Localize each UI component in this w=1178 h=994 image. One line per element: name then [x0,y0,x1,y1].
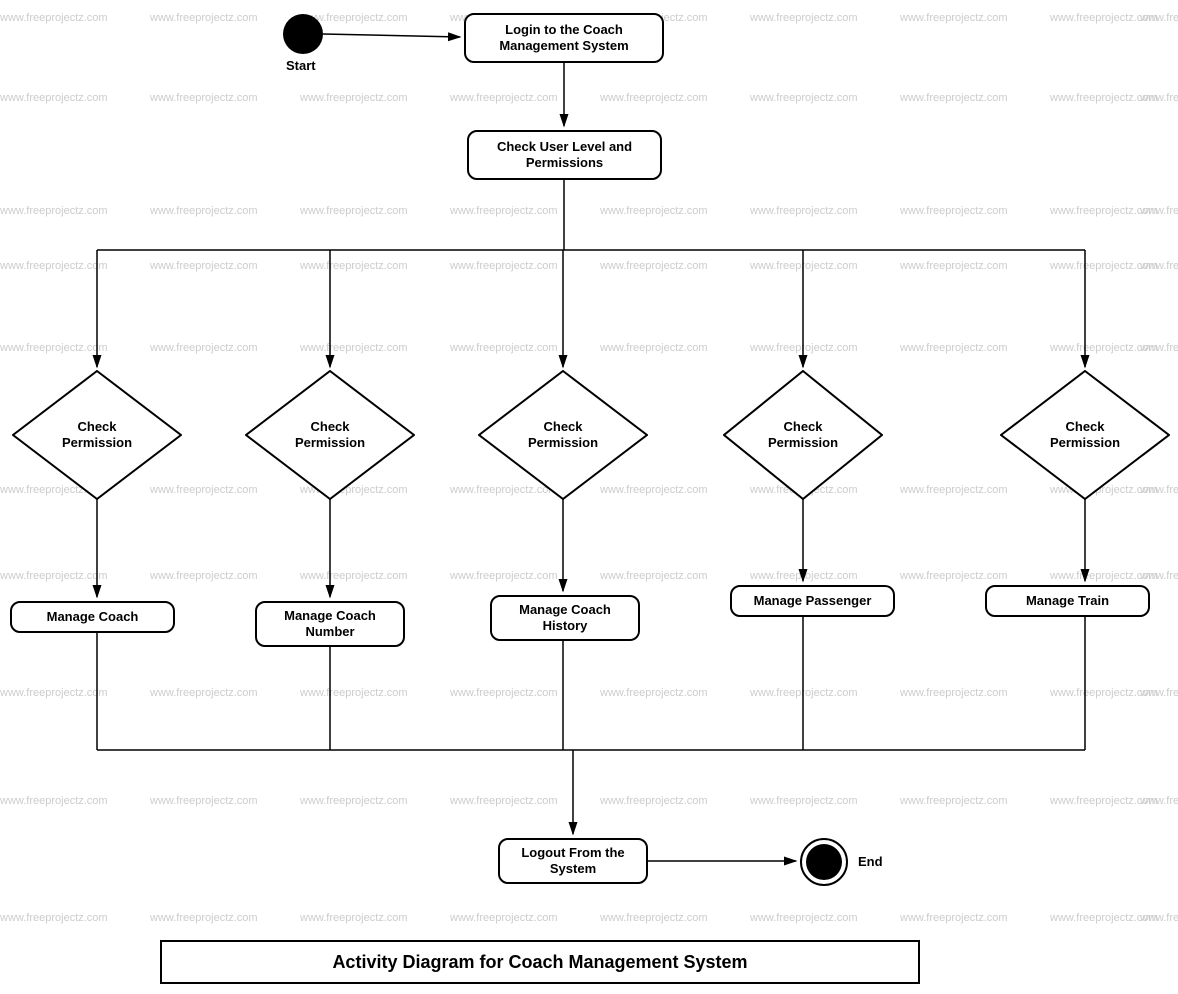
diagram-title-label: Activity Diagram for Coach Management Sy… [332,952,747,973]
decision-3-label: CheckPermission [528,419,598,452]
decision-5-label: CheckPermission [1050,419,1120,452]
node-manage-coach-history: Manage Coach History [490,595,640,641]
decision-3: CheckPermission [478,370,648,500]
decision-1-label: CheckPermission [62,419,132,452]
node-login-label: Login to the Coach Management System [474,22,654,55]
node-check-level: Check User Level and Permissions [467,130,662,180]
activity-diagram: Start Login to the Coach Management Syst… [0,0,1178,994]
decision-4-label: CheckPermission [768,419,838,452]
node-manage-passenger: Manage Passenger [730,585,895,617]
node-manage-coach: Manage Coach [10,601,175,633]
decision-2-label: CheckPermission [295,419,365,452]
decision-2: CheckPermission [245,370,415,500]
node-manage-coach-number-label: Manage Coach Number [265,608,395,641]
decision-4: CheckPermission [723,370,883,500]
node-manage-coach-number: Manage Coach Number [255,601,405,647]
node-manage-train: Manage Train [985,585,1150,617]
diagram-title: Activity Diagram for Coach Management Sy… [160,940,920,984]
node-manage-coach-label: Manage Coach [47,609,139,625]
end-node [806,844,842,880]
decision-5: CheckPermission [1000,370,1170,500]
start-label: Start [286,58,316,73]
node-manage-train-label: Manage Train [1026,593,1109,609]
node-manage-coach-history-label: Manage Coach History [500,602,630,635]
node-login: Login to the Coach Management System [464,13,664,63]
start-node [283,14,323,54]
node-manage-passenger-label: Manage Passenger [754,593,872,609]
decision-1: CheckPermission [12,370,182,500]
end-label: End [858,854,883,869]
node-logout: Logout From the System [498,838,648,884]
node-check-level-label: Check User Level and Permissions [477,139,652,172]
node-logout-label: Logout From the System [508,845,638,878]
